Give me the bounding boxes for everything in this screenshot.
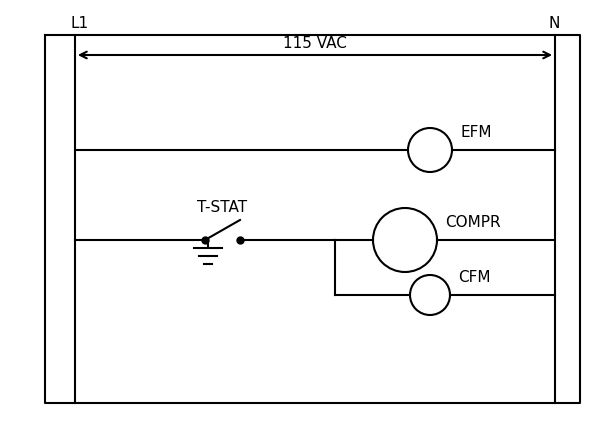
Text: T-STAT: T-STAT [198,199,248,215]
Text: EFM: EFM [460,125,491,139]
Text: COMPR: COMPR [445,215,501,230]
Text: L1: L1 [70,15,88,31]
Text: N: N [548,15,560,31]
Text: CFM: CFM [458,269,490,284]
Text: 115 VAC: 115 VAC [283,36,347,51]
